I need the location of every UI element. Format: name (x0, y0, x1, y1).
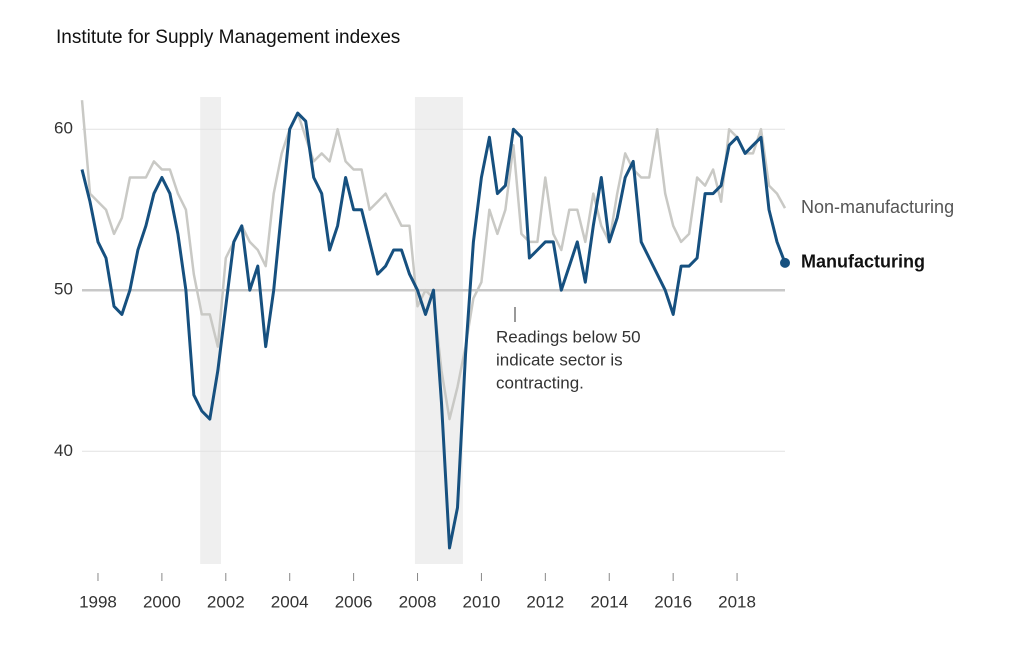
annotation: indicate sector is (496, 350, 623, 369)
series-label: Manufacturing (801, 252, 925, 272)
series-line (80, 111, 787, 550)
x-tick-label: 2018 (718, 592, 756, 611)
series-label: Non-manufacturing (801, 197, 954, 217)
chart-title: Institute for Supply Management indexes (56, 27, 400, 48)
y-tick-label: 40 (54, 441, 73, 460)
annotation: contracting. (496, 373, 584, 392)
recession-band (200, 97, 222, 564)
y-tick-label: 60 (54, 119, 73, 138)
x-tick-label: 2006 (335, 592, 373, 611)
recession-band (414, 97, 463, 564)
x-tick-label: 2010 (463, 592, 501, 611)
end-dot (780, 257, 790, 268)
x-tick-label: 2012 (526, 592, 564, 611)
x-tick-label: 2008 (399, 592, 437, 611)
x-tick-label: 2000 (143, 592, 181, 611)
x-tick-label: 2002 (207, 592, 245, 611)
x-tick-label: 1998 (79, 592, 117, 611)
annotation: Readings below 50 (496, 327, 641, 346)
x-tick-label: 2004 (271, 592, 309, 611)
x-tick-label: 2016 (654, 592, 692, 611)
x-tick-label: 2014 (590, 592, 628, 611)
y-tick-label: 50 (54, 280, 73, 299)
